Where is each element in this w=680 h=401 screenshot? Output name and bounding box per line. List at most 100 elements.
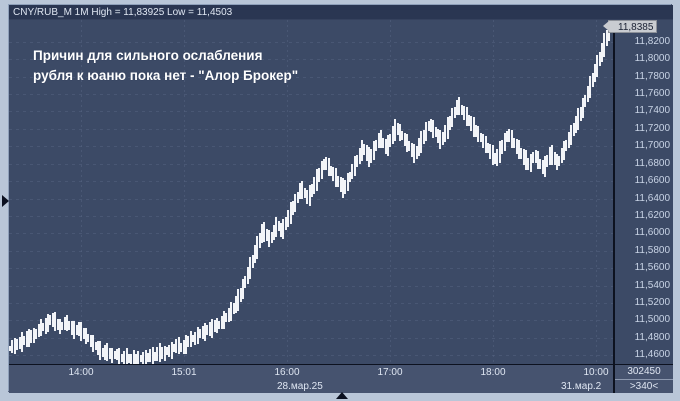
candle-bar — [541, 159, 544, 175]
candle-bar — [99, 341, 102, 360]
time-axis[interactable]: 14:00 15:01 16:00 17:00 18:00 10:00 28.мар.25… — [9, 364, 613, 393]
price-axis-label: 11,5600 — [634, 262, 670, 274]
candle-bar — [277, 221, 280, 232]
candle-bar — [11, 339, 14, 354]
candle-bar — [589, 76, 592, 98]
chart-header-bar: CNY/RUB_M 1M High = 11,83925 Low = 11,45… — [9, 5, 673, 20]
candle-bar — [299, 183, 302, 200]
price-axis-label: 11,8000 — [634, 53, 670, 65]
candle-bar — [560, 148, 563, 164]
price-axis-label: 11,4800 — [634, 331, 670, 343]
candle-bar — [161, 347, 164, 359]
candle-bar — [427, 121, 430, 132]
candle-bar — [579, 107, 582, 122]
candle-bar — [356, 155, 359, 167]
candle-bar — [598, 51, 601, 67]
candle-bar — [477, 125, 480, 143]
candle-bar — [337, 175, 340, 187]
candle-bar — [96, 341, 99, 355]
candle-bar — [403, 132, 406, 146]
candle-bar — [118, 348, 121, 364]
candle-bar — [56, 318, 59, 331]
candle-bar — [137, 351, 140, 364]
candle-bar — [408, 141, 411, 152]
candle-bar — [425, 122, 428, 141]
candle-bar — [313, 176, 316, 195]
candle-bar — [349, 171, 352, 182]
candle-bar — [582, 97, 585, 119]
candle-bar — [135, 354, 138, 364]
candle-bar — [63, 317, 66, 330]
candle-bar — [346, 172, 349, 192]
chart-plot-area[interactable]: Причин для сильного ослабления рубля к ю… — [9, 20, 613, 364]
candle-bar — [49, 314, 52, 326]
candle-bar — [475, 124, 478, 137]
date-label-right: 31.мар.2 — [561, 381, 602, 392]
candle-bar — [574, 115, 577, 134]
candle-bar — [225, 312, 228, 322]
candle-bar — [234, 296, 237, 313]
price-axis-label: 11,7600 — [634, 88, 670, 100]
candle-bar — [265, 229, 268, 242]
candle-bar — [68, 320, 71, 330]
candle-bar — [363, 144, 366, 156]
candle-bar — [505, 131, 508, 142]
candle-bar — [182, 339, 185, 355]
candle-bar — [208, 322, 211, 337]
candle-bar — [555, 153, 558, 171]
candle-bar — [508, 129, 511, 143]
candle-bar — [444, 124, 447, 142]
candle-bar — [104, 344, 107, 360]
candle-bar — [344, 180, 347, 195]
candle-bar — [132, 350, 135, 364]
candle-bar — [16, 339, 19, 350]
candle-bar — [291, 201, 294, 216]
candlestick-series — [9, 20, 613, 364]
price-axis[interactable]: 11,8200 11,8000 11,7800 11,7600 11,7400 11,72… — [602, 19, 673, 364]
candle-bar — [263, 221, 266, 242]
candle-bar — [398, 123, 401, 141]
candle-bar — [303, 188, 306, 199]
candle-bar — [553, 152, 556, 165]
candle-bar — [570, 124, 573, 146]
candle-bar — [289, 202, 292, 225]
candle-bar — [332, 166, 335, 182]
chart-corner-info[interactable]: 302450 >340< — [613, 364, 673, 393]
candle-bar — [358, 147, 361, 164]
candle-bar — [20, 331, 23, 352]
candle-bar — [192, 335, 195, 343]
candle-bar — [196, 327, 199, 345]
candle-bar — [85, 327, 88, 344]
candle-bar — [539, 158, 542, 169]
candle-bar — [301, 180, 304, 199]
candle-bar — [218, 321, 221, 330]
candle-bar — [586, 85, 589, 103]
candle-bar — [92, 334, 95, 353]
left-edge-marker-icon — [2, 195, 9, 207]
candle-bar — [565, 139, 568, 152]
candle-bar — [280, 222, 283, 238]
candle-bar — [177, 337, 180, 355]
candle-bar — [261, 223, 264, 243]
current-price-tag: 11,8385 — [602, 19, 658, 33]
candle-bar — [120, 353, 123, 362]
price-axis-label: 11,5000 — [634, 314, 670, 326]
candle-bar — [494, 152, 497, 164]
candle-bar — [116, 348, 118, 361]
time-axis-label: 14:00 — [68, 367, 94, 378]
candle-bar — [382, 137, 385, 148]
candle-bar — [175, 339, 178, 353]
candle-bar — [370, 148, 373, 163]
candle-bar — [199, 328, 202, 338]
price-axis-label: 11,6200 — [634, 209, 670, 221]
candle-bar — [548, 147, 551, 165]
candle-bar — [239, 288, 242, 303]
candle-bar — [365, 145, 368, 162]
candle-bar — [325, 157, 328, 171]
bottom-edge-marker-icon — [336, 392, 348, 399]
time-axis-label: 15:01 — [171, 367, 197, 378]
candle-bar — [142, 352, 145, 364]
candle-bar — [429, 118, 432, 133]
candle-bar — [187, 336, 190, 348]
candle-bar — [536, 151, 539, 170]
